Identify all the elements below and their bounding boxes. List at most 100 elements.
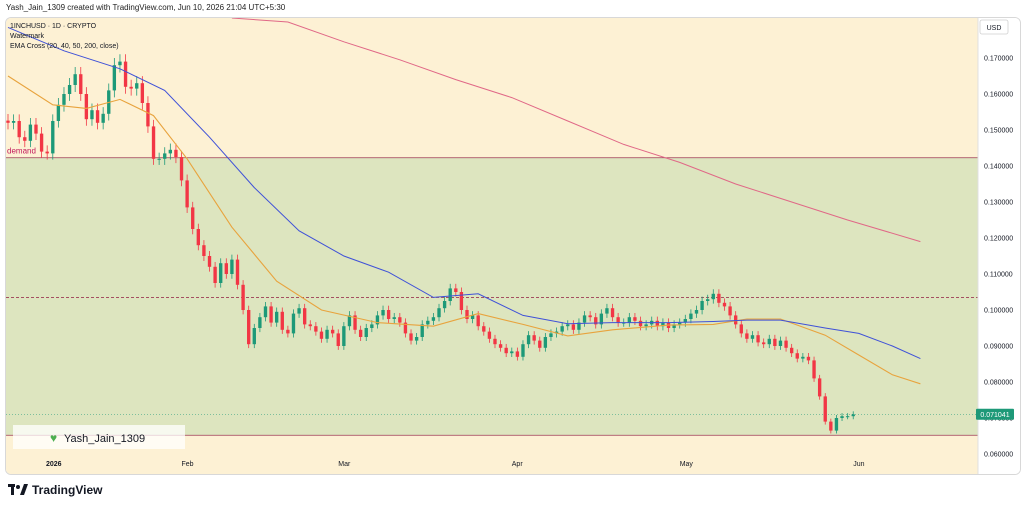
price-tick-label: 0.140000 (984, 164, 1013, 171)
candle-body (213, 266, 217, 283)
candle-body (224, 263, 228, 274)
footer-branding: TradingView (8, 483, 102, 497)
price-tick-label: 0.160000 (984, 92, 1013, 99)
candle-body (112, 65, 117, 91)
candle-body (823, 396, 827, 422)
candle-body (235, 259, 240, 285)
candle-body (442, 301, 447, 309)
candle-body (252, 328, 256, 345)
candle-body (129, 86, 133, 89)
candle-body (174, 149, 178, 157)
candle-body (230, 259, 234, 274)
candlestick-chart[interactable]: 1INCHUSD · 1D · CRYPTO Watermark EMA Cro… (6, 18, 1020, 474)
time-tick-label: Feb (182, 461, 194, 468)
price-tick-label: 0.090000 (984, 344, 1013, 351)
candle-body (739, 324, 743, 334)
candle-body (734, 315, 738, 325)
candle-body (767, 338, 771, 345)
candle-body (426, 320, 430, 325)
candle-body (510, 351, 514, 354)
heart-icon: ♥ (50, 431, 57, 445)
candle-body (482, 326, 486, 332)
candle-body (817, 378, 822, 397)
currency-badge[interactable]: USD (979, 19, 1009, 35)
candle-body (504, 347, 508, 354)
candle-body (330, 329, 335, 334)
candle-body (840, 416, 844, 418)
candle-body (829, 421, 833, 431)
candle-body (258, 317, 262, 328)
candle-body (605, 308, 609, 314)
candle-body (6, 120, 10, 123)
candle-body (577, 322, 581, 330)
candle-body (616, 317, 620, 323)
candle-body (370, 324, 374, 328)
candle-body (269, 306, 273, 323)
candle-body (487, 331, 492, 339)
candle-body (493, 338, 497, 345)
candle-body (291, 313, 296, 334)
candle-body (560, 326, 564, 332)
candle-body (207, 256, 212, 267)
candle-body (118, 61, 122, 66)
candle-body (185, 180, 189, 208)
candle-body (773, 338, 777, 346)
ema50-line (7, 26, 921, 360)
candle-body (717, 293, 721, 303)
legend-indicator: EMA Cross (20, 40, 50, 200, close) (10, 43, 119, 50)
candle-body (610, 308, 615, 318)
time-tick-label: Apr (512, 461, 524, 468)
candle-body (23, 137, 27, 141)
legend-symbol: 1INCHUSD · 1D · CRYPTO (10, 23, 97, 30)
candle-body (28, 124, 33, 141)
candle-body (135, 83, 139, 89)
candle-body (297, 308, 301, 314)
price-tick-label: 0.150000 (984, 128, 1013, 135)
price-tick-label: 0.060000 (984, 452, 1013, 459)
candle-body (101, 113, 105, 123)
candle-body (146, 103, 150, 127)
candle-body (655, 320, 659, 327)
demand-zone (6, 157, 978, 436)
candle-body (700, 301, 704, 310)
candle-body (678, 322, 682, 325)
candle-body (342, 326, 346, 346)
candle-body (470, 315, 475, 319)
candle-body (420, 324, 424, 337)
candle-body (515, 351, 520, 357)
candle-body (498, 344, 503, 348)
candle-body (582, 315, 587, 323)
watermark-text: Yash_Jain_1309 (64, 433, 145, 445)
candle-body (644, 324, 648, 327)
legend-watermark: Watermark (10, 33, 44, 40)
candle-body (588, 315, 592, 318)
brand-name: TradingView (32, 483, 103, 497)
candle-body (459, 292, 464, 310)
candle-body (694, 310, 699, 314)
candle-body (784, 340, 788, 348)
candle-body (45, 151, 49, 154)
candle-body (834, 418, 839, 431)
time-axis[interactable]: 2026 Feb Mar Apr May Jun (6, 454, 978, 474)
candle-body (845, 416, 850, 418)
last-price-label: 0.071041 (980, 412, 1009, 419)
candle-body (431, 317, 436, 321)
candle-body (526, 335, 531, 345)
candle-body (168, 149, 173, 154)
candle-body (633, 317, 637, 321)
candle-body (437, 308, 441, 318)
candle-body (722, 302, 727, 307)
candle-body (532, 335, 536, 341)
candle-body (308, 324, 312, 327)
candle-body (627, 317, 632, 323)
candle-body (157, 158, 161, 160)
created-by-header: Yash_Jain_1309 created with TradingView.… (6, 3, 286, 12)
candle-body (140, 83, 145, 103)
candle-body (761, 342, 766, 345)
candle-body (263, 306, 268, 318)
candle-body (392, 317, 396, 319)
currency-label: USD (987, 25, 1002, 32)
price-axis[interactable] (978, 18, 1020, 474)
candle-body (599, 313, 604, 325)
candle-body (414, 337, 419, 341)
